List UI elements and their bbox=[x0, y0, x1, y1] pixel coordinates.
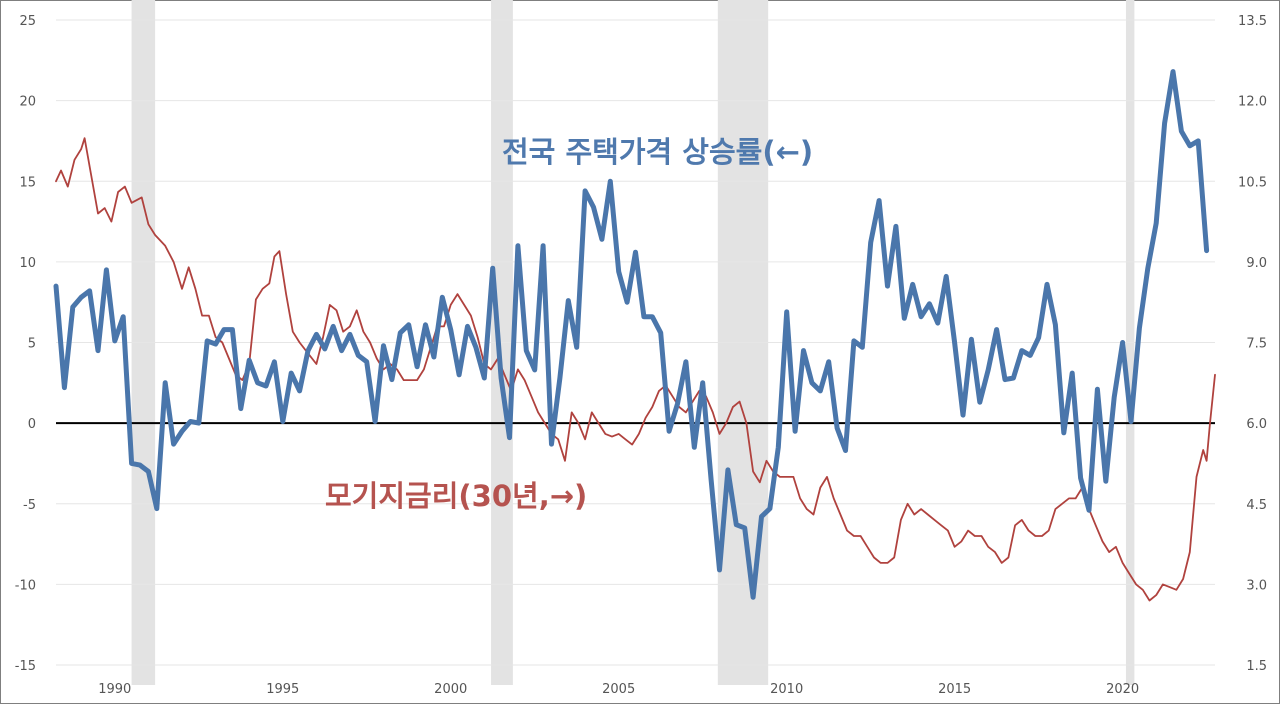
right-tick-label: 13.5 bbox=[1238, 14, 1267, 29]
series-lines bbox=[53, 69, 1216, 602]
left-tick-label: 5 bbox=[28, 337, 36, 352]
house-price-series-line bbox=[53, 69, 1210, 600]
right-axis-ticks: 13.5 12.0 10.5 9.0 7.5 6.0 4.5 3.0 1.5 bbox=[1238, 14, 1267, 674]
left-tick-label: 10 bbox=[19, 256, 36, 271]
mortgage-rate-series-line bbox=[55, 137, 1216, 602]
right-tick-label: 3.0 bbox=[1246, 578, 1267, 593]
left-tick-label: 25 bbox=[19, 14, 36, 29]
house-price-annotation: 전국 주택가격 상승률(←) bbox=[502, 135, 813, 169]
x-tick-label: 2000 bbox=[434, 682, 467, 697]
x-axis-ticks: 1990 1995 2000 2005 2010 2015 2020 bbox=[98, 682, 1139, 697]
x-tick-label: 2015 bbox=[938, 682, 971, 697]
left-tick-label: -5 bbox=[23, 498, 36, 513]
right-tick-label: 9.0 bbox=[1246, 256, 1267, 271]
x-tick-label: 2005 bbox=[602, 682, 635, 697]
left-tick-label: 20 bbox=[19, 95, 36, 110]
x-tick-label: 2010 bbox=[770, 682, 803, 697]
mortgage-annotation: 모기지금리(30년,→) bbox=[325, 479, 587, 513]
x-tick-label: 1995 bbox=[266, 682, 299, 697]
left-tick-label: 0 bbox=[28, 417, 36, 432]
right-tick-label: 6.0 bbox=[1246, 417, 1267, 432]
left-tick-label: 15 bbox=[19, 175, 36, 190]
x-tick-label: 2020 bbox=[1106, 682, 1139, 697]
right-tick-label: 10.5 bbox=[1238, 175, 1267, 190]
left-axis-ticks: 25 20 15 10 5 0 -5 -10 -15 bbox=[15, 14, 36, 674]
left-tick-label: -15 bbox=[15, 659, 36, 674]
gridlines bbox=[56, 19, 1215, 666]
right-tick-label: 7.5 bbox=[1246, 337, 1267, 352]
x-tick-label: 1990 bbox=[98, 682, 131, 697]
right-tick-label: 4.5 bbox=[1246, 498, 1267, 513]
right-tick-label: 12.0 bbox=[1238, 95, 1267, 110]
right-tick-label: 1.5 bbox=[1246, 659, 1267, 674]
left-tick-label: -10 bbox=[15, 578, 36, 593]
